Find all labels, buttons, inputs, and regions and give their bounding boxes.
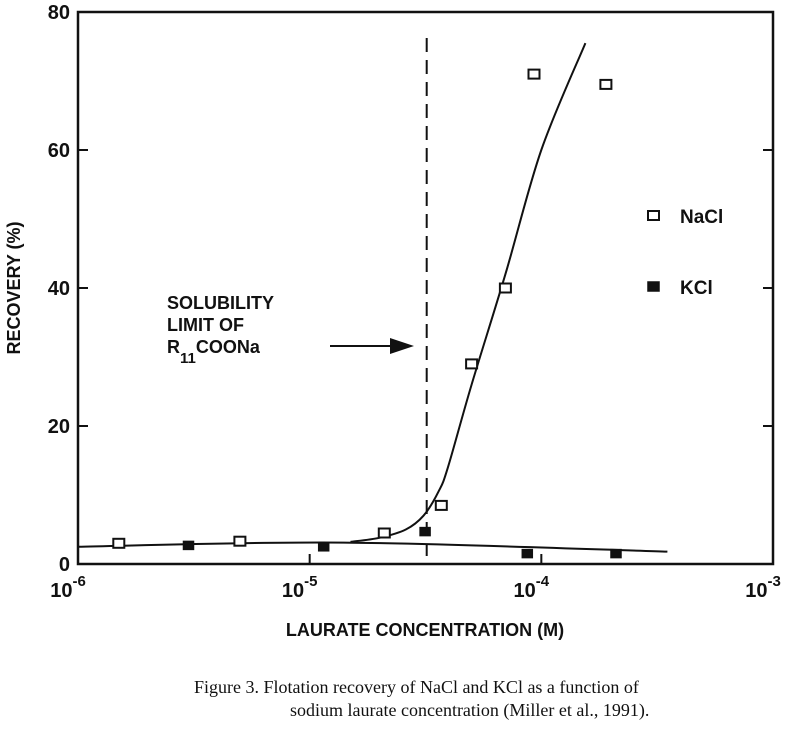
data-points bbox=[112, 68, 622, 559]
x-tick-base-1: 10 bbox=[282, 580, 304, 602]
point-kcl-2 bbox=[419, 526, 431, 537]
point-kcl-3 bbox=[521, 548, 534, 559]
y-tick-label-3: 60 bbox=[48, 140, 70, 162]
x-tick-label-2: 10-4 bbox=[514, 573, 550, 602]
fit-curve-nacl bbox=[350, 42, 587, 543]
legend-label-kcl: KCl bbox=[680, 278, 713, 299]
legend-marker-kcl bbox=[647, 281, 660, 292]
x-tick-base-2: 10 bbox=[514, 580, 536, 602]
annotation-subscript: 11 bbox=[180, 350, 196, 367]
annotation-suffix: COONa bbox=[196, 337, 261, 357]
point-nacl-4 bbox=[465, 358, 479, 370]
y-tick-label-0: 0 bbox=[59, 554, 70, 576]
x-tick-exp-3: -3 bbox=[767, 573, 780, 590]
y-tick-label-1: 20 bbox=[48, 416, 70, 438]
x-tick-base-3: 10 bbox=[745, 580, 767, 602]
fit-curves bbox=[77, 42, 668, 553]
point-nacl-5 bbox=[498, 282, 512, 294]
plot-frame bbox=[76, 10, 775, 566]
point-nacl-3 bbox=[434, 499, 448, 511]
solubility-annotation: SOLUBILITY LIMIT OF R11COONa bbox=[167, 293, 414, 367]
y-tick-label-2: 40 bbox=[48, 278, 70, 300]
point-nacl-6 bbox=[527, 68, 541, 80]
axis-ticks bbox=[77, 11, 774, 565]
y-axis-label: RECOVERY (%) bbox=[4, 221, 24, 354]
y-tick-label-4: 80 bbox=[48, 2, 70, 24]
point-kcl-0 bbox=[182, 540, 195, 551]
point-nacl-2 bbox=[377, 527, 391, 539]
y-tick-labels: 0 20 40 60 80 bbox=[48, 2, 70, 576]
annotation-line-3: R11COONa bbox=[167, 337, 261, 367]
caption-line-2: sodium laurate concentration (Miller et … bbox=[290, 700, 650, 720]
legend-label-nacl: NaCl bbox=[680, 207, 723, 228]
legend-marker-nacl bbox=[647, 210, 660, 221]
point-kcl-4 bbox=[610, 548, 622, 559]
x-tick-exp-0: -6 bbox=[72, 573, 85, 590]
annotation-arrow-head bbox=[390, 338, 414, 354]
x-tick-labels: 10-6 10-5 10-4 10-3 bbox=[50, 573, 781, 602]
annotation-r: R bbox=[167, 337, 180, 357]
x-tick-exp-2: -4 bbox=[536, 573, 550, 590]
caption-line-1: Figure 3. Flotation recovery of NaCl and… bbox=[194, 677, 639, 697]
annotation-line-2: LIMIT OF bbox=[167, 315, 244, 335]
x-tick-label-1: 10-5 bbox=[282, 573, 318, 602]
x-tick-exp-1: -5 bbox=[304, 573, 317, 590]
point-kcl-1 bbox=[317, 542, 330, 552]
x-tick-base-0: 10 bbox=[50, 580, 72, 602]
point-nacl-7 bbox=[599, 78, 613, 90]
legend: NaCl KCl bbox=[647, 207, 723, 299]
fit-curve-kcl bbox=[77, 541, 668, 553]
x-axis-label: LAURATE CONCENTRATION (M) bbox=[286, 620, 564, 640]
x-tick-label-0: 10-6 bbox=[50, 573, 86, 602]
x-tick-label-3: 10-3 bbox=[745, 573, 781, 602]
point-nacl-1 bbox=[233, 535, 247, 547]
annotation-line-1: SOLUBILITY bbox=[167, 293, 274, 313]
point-nacl-0 bbox=[112, 537, 126, 549]
